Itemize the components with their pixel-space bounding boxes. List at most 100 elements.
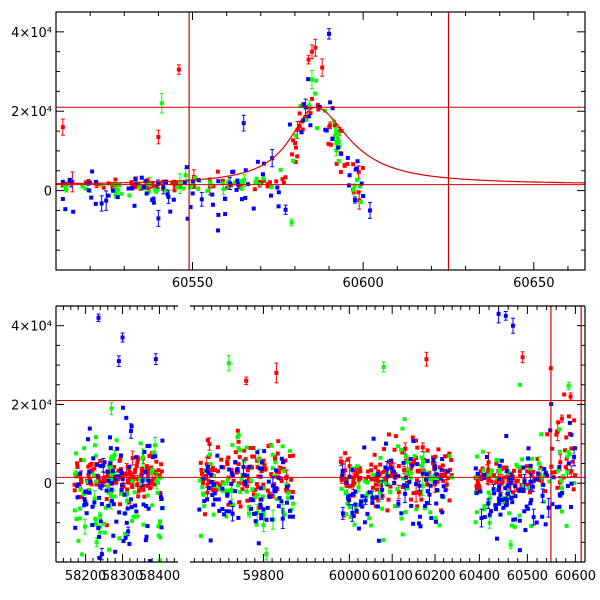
- data-point: [501, 505, 506, 510]
- data-point: [207, 452, 212, 457]
- data-point: [412, 461, 417, 466]
- data-point: [287, 448, 292, 453]
- data-point: [352, 481, 357, 486]
- data-point: [124, 520, 129, 525]
- data-point: [199, 197, 204, 202]
- data-point: [202, 504, 207, 509]
- data-point: [105, 474, 110, 479]
- data-point: [138, 441, 143, 446]
- data-point: [403, 510, 408, 515]
- data-point: [440, 493, 445, 498]
- data-point: [500, 477, 505, 482]
- data-point: [290, 489, 295, 494]
- data-point: [291, 138, 296, 143]
- data-point: [270, 483, 275, 488]
- data-point: [132, 203, 137, 208]
- data-point: [155, 187, 160, 192]
- data-point: [555, 429, 560, 434]
- data-point: [441, 479, 446, 484]
- data-point: [151, 455, 156, 460]
- data-point: [212, 468, 217, 473]
- data-point: [120, 476, 125, 481]
- data-point: [221, 187, 226, 192]
- data-point: [243, 479, 248, 484]
- data-point: [98, 530, 103, 535]
- data-point: [421, 459, 426, 464]
- data-point: [425, 459, 430, 464]
- data-point: [143, 477, 148, 482]
- data-point: [364, 476, 369, 481]
- data-point: [259, 466, 264, 471]
- data-point: [295, 127, 300, 132]
- data-point: [227, 509, 232, 514]
- data-point: [358, 200, 363, 205]
- data-point: [130, 479, 135, 484]
- data-point: [399, 516, 404, 521]
- data-point: [60, 179, 65, 184]
- data-point: [226, 455, 231, 460]
- data-point: [557, 504, 562, 509]
- data-point: [355, 159, 360, 164]
- data-point: [414, 482, 419, 487]
- data-point: [112, 453, 117, 458]
- data-point: [215, 453, 220, 458]
- data-point: [227, 467, 232, 472]
- data-point: [74, 516, 79, 521]
- data-point: [431, 461, 436, 466]
- data-point: [229, 481, 234, 486]
- data-point: [346, 496, 351, 501]
- data-point: [208, 462, 213, 467]
- data-point: [99, 552, 104, 557]
- data-point: [513, 494, 518, 499]
- data-point: [207, 442, 212, 447]
- data-point: [518, 465, 523, 470]
- data-point: [531, 469, 536, 474]
- data-point: [515, 464, 520, 469]
- data-point: [300, 127, 305, 132]
- data-point: [482, 475, 487, 480]
- data-point: [243, 482, 248, 487]
- data-point: [346, 494, 351, 499]
- data-point: [518, 473, 523, 478]
- data-point: [475, 480, 480, 485]
- data-point: [113, 177, 118, 182]
- data-point: [558, 460, 563, 465]
- blue-series: [73, 306, 578, 562]
- data-point: [276, 204, 281, 209]
- data-point: [222, 196, 227, 201]
- data-point: [560, 486, 565, 491]
- data-point: [486, 460, 491, 465]
- data-point: [528, 463, 533, 468]
- data-point: [510, 500, 515, 505]
- data-point: [369, 477, 374, 482]
- data-point: [563, 448, 568, 453]
- data-point: [96, 526, 101, 531]
- data-point: [348, 493, 353, 498]
- data-point: [399, 511, 404, 516]
- data-point: [72, 482, 77, 487]
- data-point: [336, 137, 341, 142]
- data-point: [87, 426, 92, 431]
- data-point: [172, 188, 177, 193]
- data-point: [379, 483, 384, 488]
- data-point: [215, 481, 220, 486]
- data-point: [334, 161, 339, 166]
- data-point: [200, 471, 205, 476]
- data-point: [142, 185, 147, 190]
- data-point: [229, 488, 234, 493]
- data-point: [219, 464, 224, 469]
- data-point: [281, 460, 286, 465]
- data-point: [122, 492, 127, 497]
- data-point: [156, 524, 161, 529]
- data-point: [309, 77, 314, 82]
- data-point: [269, 443, 274, 448]
- data-point: [141, 487, 146, 492]
- data-point: [498, 512, 503, 517]
- data-point: [474, 491, 479, 496]
- data-point: [216, 212, 221, 217]
- data-point: [361, 193, 366, 198]
- data-point: [492, 491, 497, 496]
- data-point: [214, 488, 219, 493]
- data-point: [242, 459, 247, 464]
- data-point: [244, 445, 249, 450]
